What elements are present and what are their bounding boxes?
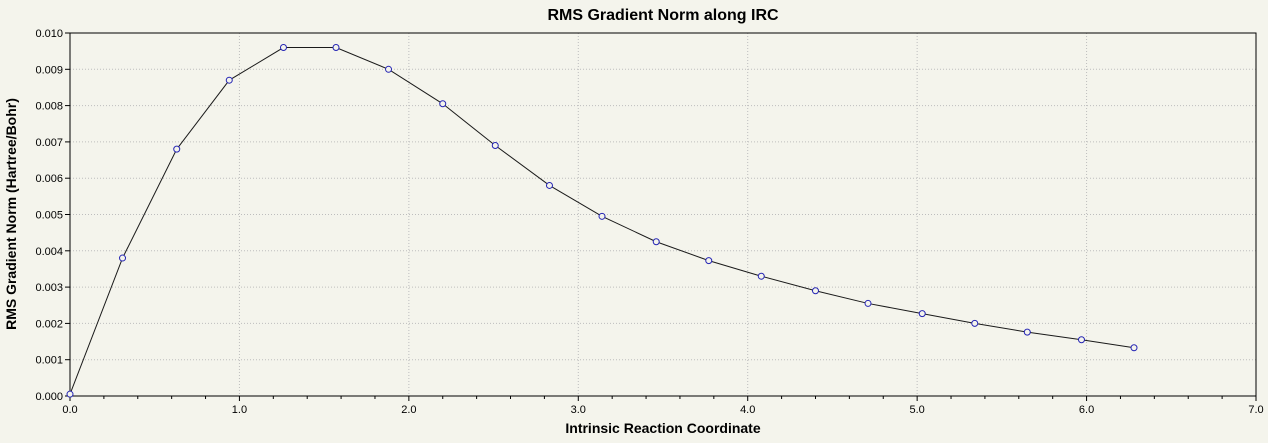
data-point	[491, 142, 499, 150]
x-tick-label: 0.0	[62, 404, 77, 416]
gridlines	[69, 32, 1257, 397]
data-point	[66, 390, 74, 398]
y-tick-label: 0.001	[35, 355, 63, 367]
series-line	[69, 47, 1135, 395]
y-tick-label: 0.004	[35, 246, 63, 258]
x-tick-label: 7.0	[1248, 404, 1263, 416]
data-point	[332, 44, 340, 52]
x-tick-label: 2.0	[401, 404, 416, 416]
data-point	[225, 76, 233, 84]
data-point	[705, 257, 713, 265]
x-axis-label: Intrinsic Reaction Coordinate	[565, 420, 760, 436]
x-tick-label: 5.0	[909, 404, 924, 416]
data-point	[918, 310, 926, 318]
y-tick-label: 0.000	[35, 391, 63, 403]
x-tick-label: 6.0	[1079, 404, 1094, 416]
y-tick-label: 0.008	[35, 101, 63, 113]
data-point	[598, 212, 606, 220]
y-tick-label: 0.005	[35, 210, 63, 222]
data-point	[652, 238, 660, 246]
x-minor-ticks	[103, 396, 1223, 399]
plot-area: 0.0 1.0 2.0 3.0 4.0 5.0 6.0 7.00.0000.0010.0020…	[35, 28, 1263, 416]
x-tick-label: 4.0	[740, 404, 755, 416]
data-point	[971, 319, 979, 327]
y-tick-label: 0.007	[35, 137, 63, 149]
data-point	[173, 145, 181, 153]
y-axis-ticks: 0.000 0.001 0.002 0.003 0.004 0.005 0.006 0.007…	[35, 28, 70, 403]
data-point	[439, 100, 447, 108]
data-point	[279, 44, 287, 52]
x-tick-label: 3.0	[571, 404, 586, 416]
x-axis-ticks: 0.0 1.0 2.0 3.0 4.0 5.0 6.0 7.0	[62, 396, 1264, 416]
data-points	[66, 44, 1138, 398]
data-point	[1130, 344, 1138, 352]
data-point	[1023, 328, 1031, 336]
data-point	[385, 65, 393, 73]
x-tick-label: 1.0	[232, 404, 247, 416]
y-tick-label: 0.009	[35, 64, 63, 76]
data-point	[864, 299, 872, 307]
y-axis-label: RMS Gradient Norm (Hartree/Bohr)	[3, 98, 19, 330]
y-tick-label: 0.002	[35, 318, 63, 330]
data-point	[545, 181, 553, 189]
data-point	[1077, 336, 1085, 344]
chart-title: RMS Gradient Norm along IRC	[547, 7, 779, 24]
y-tick-label: 0.006	[35, 173, 63, 185]
y-tick-label: 0.010	[35, 28, 63, 40]
data-point	[811, 287, 819, 295]
data-point	[119, 254, 127, 262]
data-point	[757, 272, 765, 280]
y-tick-label: 0.003	[35, 282, 63, 294]
